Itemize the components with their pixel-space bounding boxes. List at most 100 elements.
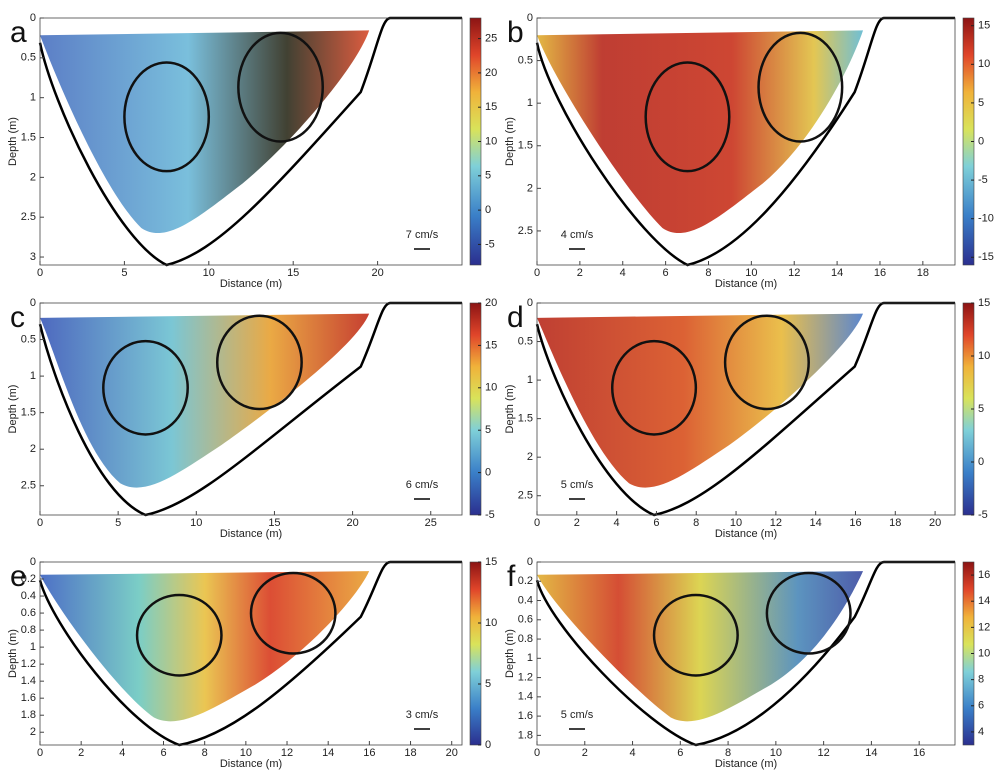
colorbar-tick-label: 5 <box>485 170 491 182</box>
scale-label: 5 cm/s <box>561 709 594 721</box>
colorbar-tick-label: 10 <box>978 647 990 659</box>
y-tick-label: 0.4 <box>518 594 533 606</box>
plot-frame <box>536 302 956 516</box>
y-tick-label: 2.5 <box>21 211 36 223</box>
plot-frame <box>39 561 463 746</box>
velocity-field <box>40 571 370 722</box>
x-tick-label: 12 <box>818 747 830 759</box>
x-tick-label: 14 <box>322 747 334 759</box>
circulation-arrow <box>237 31 324 143</box>
velocity-field <box>40 313 370 488</box>
x-tick-label: 4 <box>620 267 626 279</box>
x-tick-label: 18 <box>917 267 929 279</box>
colorbar-tick-label: 6 <box>978 700 984 712</box>
colorbar-tick-label: 0 <box>485 204 491 216</box>
circulation-arrow <box>765 571 852 655</box>
y-tick-label: 1.8 <box>21 709 36 721</box>
colorbar-tick-label: 14 <box>978 595 990 607</box>
y-tick-label: 0.6 <box>518 614 533 626</box>
x-tick-label: 0 <box>37 517 43 529</box>
colorbar-tick-label: -10 <box>978 213 994 225</box>
y-axis-title: Depth (m) <box>504 117 516 166</box>
x-tick-label: 6 <box>653 517 659 529</box>
scale-label: 5 cm/s <box>561 479 594 491</box>
x-tick-label: 18 <box>889 517 901 529</box>
panel-label: b <box>507 16 524 49</box>
colorbar-tick-label: 5 <box>978 403 984 415</box>
y-axis-title: Depth (m) <box>7 629 19 678</box>
y-tick-label: 0 <box>30 297 36 309</box>
scale-label: 6 cm/s <box>406 479 439 491</box>
x-tick-label: 10 <box>240 747 252 759</box>
x-axis-title: Distance (m) <box>715 528 777 540</box>
y-tick-label: 1.6 <box>21 692 36 704</box>
x-tick-label: 20 <box>371 267 383 279</box>
scale-label: 3 cm/s <box>406 709 439 721</box>
x-tick-label: 10 <box>190 517 202 529</box>
x-tick-label: 12 <box>770 517 782 529</box>
y-tick-label: 0.6 <box>21 607 36 619</box>
colorbar-tick-label: 15 <box>485 339 497 351</box>
y-tick-label: 1.5 <box>518 140 533 152</box>
plot-frame <box>536 17 956 266</box>
colorbar-tick-label: 25 <box>485 32 497 44</box>
x-tick-label: 12 <box>281 747 293 759</box>
colorbar-tick-label: 5 <box>485 424 491 436</box>
x-tick-label: 10 <box>730 517 742 529</box>
x-tick-label: 0 <box>534 267 540 279</box>
colorbar-tick-label: 5 <box>978 97 984 109</box>
colorbar-tick-label: 20 <box>485 67 497 79</box>
panel-label: c <box>10 301 25 334</box>
y-tick-label: 1 <box>30 370 36 382</box>
x-tick-label: 20 <box>446 747 458 759</box>
y-tick-label: 0.5 <box>518 54 533 66</box>
y-tick-label: 2 <box>527 182 533 194</box>
colorbar-tick-label: 10 <box>485 382 497 394</box>
x-tick-label: 0 <box>37 747 43 759</box>
y-tick-label: 1.4 <box>518 691 533 703</box>
x-tick-label: 25 <box>425 517 437 529</box>
colorbar <box>469 302 482 516</box>
x-axis-title: Distance (m) <box>220 278 282 290</box>
colorbar-tick-label: 15 <box>485 556 497 568</box>
circulation-arrow <box>652 593 739 677</box>
y-axis-title: Depth (m) <box>504 629 516 678</box>
x-tick-label: 4 <box>629 747 635 759</box>
bed-outline <box>535 560 955 747</box>
y-tick-label: 0 <box>527 12 533 24</box>
y-tick-label: 0.8 <box>21 624 36 636</box>
x-tick-label: 4 <box>119 747 125 759</box>
x-axis-title: Distance (m) <box>220 528 282 540</box>
x-tick-label: 10 <box>745 267 757 279</box>
x-tick-label: 14 <box>810 517 822 529</box>
bed-outline <box>535 16 955 267</box>
y-tick-label: 0.2 <box>21 573 36 585</box>
panel-label: a <box>10 16 27 49</box>
x-axis-title: Distance (m) <box>715 758 777 770</box>
y-tick-label: 1 <box>527 374 533 386</box>
panel-label: d <box>507 301 524 334</box>
x-tick-label: 5 <box>115 517 121 529</box>
x-tick-label: 16 <box>849 517 861 529</box>
scale-label: 7 cm/s <box>406 229 439 241</box>
y-tick-label: 0 <box>527 297 533 309</box>
y-tick-label: 2 <box>30 443 36 455</box>
y-tick-label: 1.5 <box>518 413 533 425</box>
y-tick-label: 2 <box>527 451 533 463</box>
x-tick-label: 8 <box>705 267 711 279</box>
circulation-arrow <box>757 31 844 143</box>
bed-outline <box>535 301 955 517</box>
plot-frame <box>39 17 463 266</box>
y-tick-label: 2.5 <box>518 225 533 237</box>
y-tick-label: 0.4 <box>21 590 36 602</box>
y-axis-title: Depth (m) <box>7 117 19 166</box>
panel-label: f <box>507 560 516 593</box>
y-tick-label: 1.5 <box>21 131 36 143</box>
colorbar-tick-label: -5 <box>978 174 988 186</box>
y-tick-label: 2.5 <box>21 480 36 492</box>
circulation-arrow <box>215 314 303 411</box>
x-tick-label: 6 <box>160 747 166 759</box>
colorbar-tick-label: 10 <box>485 617 497 629</box>
panel-label: e <box>10 560 27 593</box>
